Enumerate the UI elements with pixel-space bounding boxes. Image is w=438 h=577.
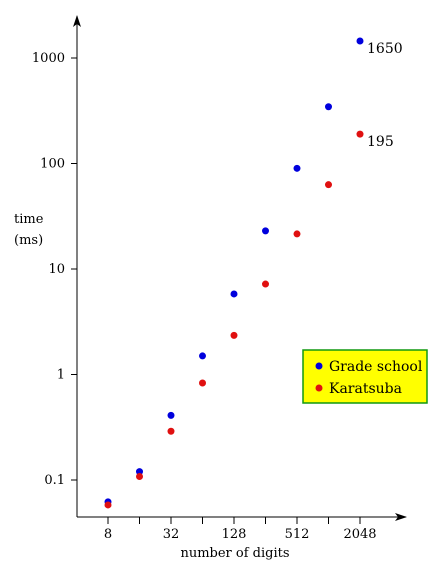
x-ticks: 8 32 128 512 2048 (104, 517, 377, 542)
legend-marker-karatsuba (315, 384, 323, 392)
point-karatsuba (325, 181, 332, 189)
point-karatsuba (199, 379, 206, 387)
data-points (104, 37, 364, 509)
point-grade-school (262, 227, 269, 235)
point-grade-school (325, 103, 332, 111)
point-grade-school (136, 468, 143, 476)
point-grade-school (230, 290, 238, 298)
y-tick-label: 100 (40, 157, 65, 172)
y-tick-label: 10 (48, 262, 65, 277)
legend-marker-grade-school (315, 362, 323, 370)
point-karatsuba (262, 280, 269, 288)
point-karatsuba (104, 501, 112, 509)
legend: Grade school Karatsuba (302, 349, 428, 404)
point-grade-school (167, 411, 175, 419)
point-karatsuba (293, 230, 301, 238)
y-tick-label: 1000 (32, 51, 65, 66)
y-tick-label: 1 (57, 368, 65, 383)
point-karatsuba (356, 130, 364, 138)
point-karatsuba (230, 331, 238, 339)
annotations: 1650 195 (367, 41, 403, 150)
x-tick-label: 512 (285, 527, 310, 542)
point-karatsuba (136, 472, 143, 480)
point-grade-school (356, 37, 364, 45)
point-grade-school (199, 352, 206, 360)
x-tick-label: 8 (104, 527, 112, 542)
x-axis-title: number of digits (180, 546, 289, 561)
y-tick-label: 0.1 (44, 473, 65, 488)
annotation-karatsuba: 195 (367, 134, 394, 150)
x-tick-label: 128 (222, 527, 247, 542)
point-karatsuba (167, 427, 175, 435)
x-tick-label: 32 (163, 527, 180, 542)
y-axis-title-line-1: time (14, 212, 44, 227)
point-grade-school (293, 164, 301, 172)
legend-box (302, 349, 428, 404)
axes (73, 15, 407, 521)
y-axis-title-line-2: (ms) (14, 233, 43, 248)
y-ticks: 0.1 1 10 100 1000 (32, 51, 77, 488)
legend-label-grade-school: Grade school (329, 359, 423, 375)
annotation-grade-school: 1650 (367, 41, 403, 57)
legend-label-karatsuba: Karatsuba (329, 381, 402, 397)
x-tick-label: 2048 (343, 527, 376, 542)
